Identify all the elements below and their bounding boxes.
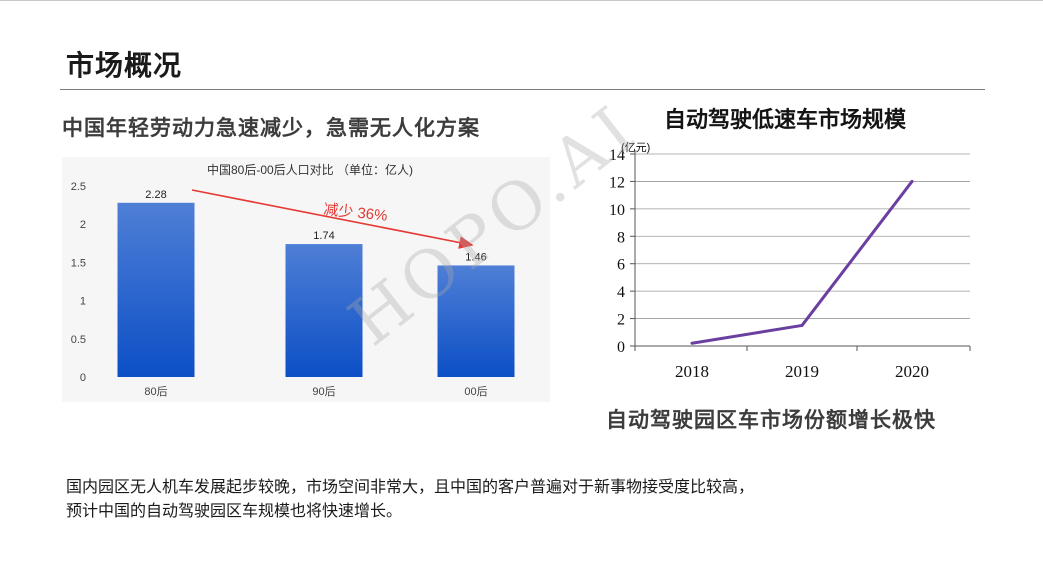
decline-arrow: [191, 189, 474, 249]
market-size-series-line: [691, 180, 914, 345]
right-chart-title: 自动驾驶低速车市场规模: [663, 108, 906, 133]
y-tick-label: 0: [80, 372, 86, 384]
summary-paragraph-line-2: 预计中国的自动驾驶园区车规模也将快速增长。: [66, 501, 403, 520]
x-tick-label: 2019: [785, 362, 819, 381]
x-tick-label: 2020: [895, 362, 929, 381]
x-category-label: 90后: [312, 385, 335, 398]
y-tick-label: 12: [609, 174, 625, 191]
line-data-point: [910, 179, 914, 183]
line-data-point: [690, 341, 694, 345]
top-border-line: [0, 0, 1043, 1]
x-tick-label: 2018: [675, 362, 709, 381]
bar-data-label: 1.46: [465, 251, 486, 263]
title-divider: [60, 89, 985, 90]
bar: [117, 202, 195, 377]
population-bar-chart: 中国80后-00后人口对比 （单位：亿人) 0 0.5 1 1.5 2 2.5 2.28 8…: [71, 162, 515, 398]
y-tick-label: 4: [617, 284, 625, 301]
y-tick-label: 2: [617, 312, 625, 329]
left-section-heading: 中国年轻劳动力急速减少，急需无人化方案: [62, 116, 480, 140]
y-tick-label: 6: [617, 257, 625, 274]
y-axis-unit-label: (亿元): [621, 141, 650, 154]
y-tick-label: 10: [609, 202, 625, 219]
decline-annotation: 减少 36%: [323, 201, 389, 225]
right-section-subheading: 自动驾驶园区车市场份额增长极快: [606, 408, 936, 432]
y-tick-label: 8: [617, 229, 625, 246]
y-tick-label: 2.5: [71, 181, 86, 193]
bar-data-label: 2.28: [145, 189, 166, 201]
y-tick-label: 1: [80, 296, 86, 308]
bar: [437, 265, 515, 377]
page-title: 市场概况: [66, 49, 183, 82]
bar-chart-title: 中国80后-00后人口对比 （单位：亿人): [207, 162, 413, 177]
bar-data-label: 1.74: [313, 230, 334, 242]
y-tick-label: 0: [617, 339, 625, 356]
x-category-label: 00后: [464, 385, 487, 398]
y-tick-label: 2: [80, 219, 86, 231]
y-tick-label: 14: [609, 147, 625, 164]
y-tick-label: 1.5: [71, 257, 86, 269]
x-category-label: 80后: [144, 385, 167, 398]
line-data-point: [800, 323, 804, 327]
bar: [285, 244, 363, 377]
market-size-line-chart: 0 2 4 6 8 10 12 14(亿元) 2018 2019 2020: [609, 141, 971, 381]
summary-paragraph-line-1: 国内园区无人机车发展起步较晚，市场空间非常大，且中国的客户普遍对于新事物接受度比…: [66, 477, 755, 496]
y-tick-label: 0.5: [71, 334, 86, 346]
